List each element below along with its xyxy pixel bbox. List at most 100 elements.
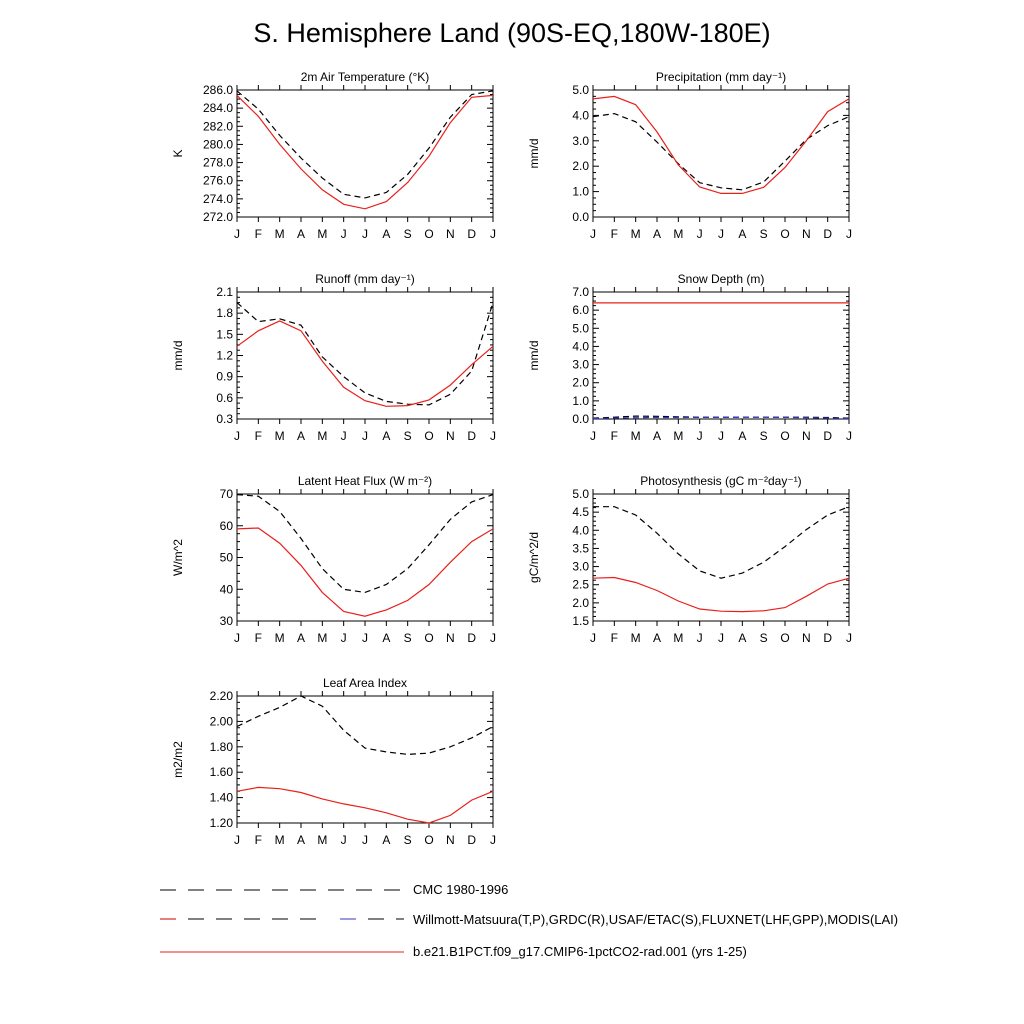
- chart-panel-0: 2m Air Temperature (°K) K 272.0 274.0 276.0 2…: [171, 70, 496, 241]
- x-tick-label: J: [490, 631, 496, 645]
- x-tick-label: J: [846, 429, 852, 443]
- plot-frame: [236, 291, 494, 420]
- y-tick-label: 286.0: [203, 83, 233, 97]
- series-line-1: [236, 320, 494, 407]
- x-tick-label: A: [653, 429, 661, 443]
- x-tick-label: D: [467, 833, 476, 847]
- x-tick-label: J: [234, 833, 240, 847]
- x-tick-label: J: [341, 429, 347, 443]
- x-tick-label: F: [255, 833, 262, 847]
- y-tick-label: 1.0: [572, 394, 589, 408]
- x-tick-label: M: [673, 227, 683, 241]
- series-line-1: [592, 95, 850, 194]
- x-tick-label: D: [467, 227, 476, 241]
- x-tick-label: O: [424, 429, 433, 443]
- y-axis-label: mm/d: [171, 341, 185, 371]
- y-axis-label: gC/m^2/d: [527, 532, 541, 583]
- y-tick-label: 1.5: [216, 327, 233, 341]
- x-tick-label: N: [446, 429, 455, 443]
- x-tick-label: A: [297, 227, 305, 241]
- x-tick-label: S: [404, 631, 412, 645]
- x-tick-label: N: [802, 227, 811, 241]
- legend-label-model: b.e21.B1PCT.f09_g17.CMIP6-1pctCO2-rad.00…: [413, 944, 747, 959]
- chart-panel-2: Runoff (mm day⁻¹) mm/d 0.3 0.6 0.9 1.2 1.5 1.8 2…: [171, 272, 496, 443]
- y-tick-label: 272.0: [203, 210, 233, 224]
- x-tick-label: D: [823, 227, 832, 241]
- x-tick-label: J: [234, 631, 240, 645]
- x-tick-label: F: [255, 631, 262, 645]
- x-tick-label: J: [718, 631, 724, 645]
- plot-frame: [592, 493, 850, 622]
- x-tick-label: A: [382, 631, 390, 645]
- x-tick-label: J: [234, 429, 240, 443]
- series-line-0: [236, 494, 494, 594]
- y-tick-label: 0.9: [216, 370, 233, 384]
- x-tick-label: M: [275, 833, 285, 847]
- x-tick-label: A: [297, 631, 305, 645]
- y-tick-label: 60: [220, 519, 234, 533]
- y-tick-label: 3.0: [572, 134, 589, 148]
- x-tick-label: N: [446, 227, 455, 241]
- y-axis-label: mm/d: [527, 341, 541, 371]
- chart-title: 2m Air Temperature (°K): [301, 70, 430, 84]
- x-tick-label: J: [341, 631, 347, 645]
- y-tick-label: 274.0: [203, 192, 233, 206]
- series-line-1: [592, 416, 850, 420]
- series-line-1: [236, 786, 494, 824]
- y-tick-label: 40: [220, 582, 234, 596]
- chart-title: Leaf Area Index: [323, 676, 407, 690]
- y-tick-label: 1.0: [572, 185, 589, 199]
- y-tick-label: 5.0: [572, 487, 589, 501]
- series-line-0: [593, 506, 850, 579]
- x-tick-label: A: [653, 631, 661, 645]
- y-tick-label: 1.60: [210, 765, 234, 779]
- y-tick-label: 2.0: [572, 376, 589, 390]
- y-axis-label: m2/m2: [171, 741, 185, 778]
- chart-title: Runoff (mm day⁻¹): [315, 272, 414, 286]
- x-tick-label: O: [780, 429, 789, 443]
- y-tick-label: 1.5: [572, 614, 589, 628]
- x-tick-label: J: [490, 833, 496, 847]
- x-tick-label: J: [846, 227, 852, 241]
- x-tick-label: A: [382, 227, 390, 241]
- x-tick-label: N: [446, 631, 455, 645]
- x-tick-label: J: [697, 429, 703, 443]
- x-tick-label: J: [490, 429, 496, 443]
- x-tick-label: N: [802, 429, 811, 443]
- y-tick-label: 70: [220, 487, 234, 501]
- y-tick-label: 2.20: [210, 689, 234, 703]
- x-tick-label: F: [611, 429, 618, 443]
- x-tick-label: A: [738, 227, 746, 241]
- x-tick-label: D: [467, 631, 476, 645]
- y-axis-label: mm/d: [527, 139, 541, 169]
- x-tick-label: A: [297, 833, 305, 847]
- y-tick-label: 0.0: [572, 210, 589, 224]
- y-tick-label: 3.5: [572, 541, 589, 555]
- plot-frame: [592, 89, 850, 218]
- x-tick-label: A: [382, 833, 390, 847]
- y-tick-label: 282.0: [203, 119, 233, 133]
- x-tick-label: A: [653, 227, 661, 241]
- y-tick-label: 2.1: [216, 285, 233, 299]
- legend-label-cmc: CMC 1980-1996: [413, 882, 509, 897]
- series-line-0: [236, 695, 494, 756]
- y-tick-label: 1.40: [210, 791, 234, 805]
- y-tick-label: 30: [220, 614, 234, 628]
- x-tick-label: A: [297, 429, 305, 443]
- y-axis-label: W/m^2: [171, 539, 185, 576]
- y-tick-label: 4.0: [572, 108, 589, 122]
- x-tick-label: J: [362, 631, 368, 645]
- y-tick-label: 0.3: [216, 412, 233, 426]
- x-tick-label: S: [760, 631, 768, 645]
- chart-panel-3: Snow Depth (m) mm/d 0.0 1.0 2.0 3.0 4.0 5.0 6.0 7…: [527, 272, 852, 443]
- y-tick-label: 1.80: [210, 740, 234, 754]
- x-tick-label: A: [738, 631, 746, 645]
- y-tick-label: 5.0: [572, 83, 589, 97]
- y-tick-label: 5.0: [572, 321, 589, 335]
- x-tick-label: F: [255, 429, 262, 443]
- y-tick-label: 280.0: [203, 137, 233, 151]
- x-tick-label: S: [404, 833, 412, 847]
- chart-panel-1: Precipitation (mm day⁻¹) mm/d 0.0 1.0 2.0 3.0…: [527, 70, 852, 241]
- x-tick-label: O: [780, 227, 789, 241]
- y-tick-label: 7.0: [572, 285, 589, 299]
